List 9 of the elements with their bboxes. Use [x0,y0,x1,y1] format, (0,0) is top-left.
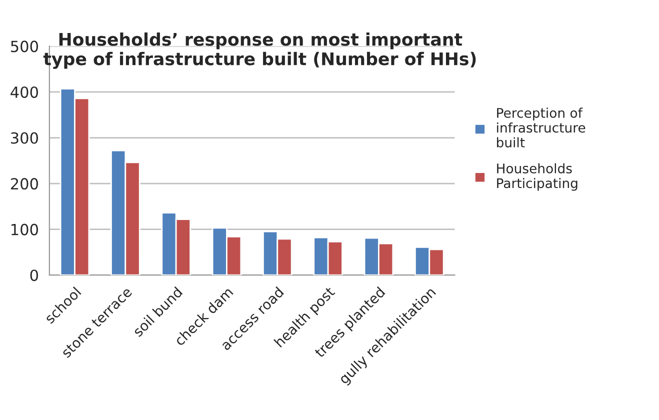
legend-label: Perception of infrastructure built [497,108,586,148]
y-tick-label: 500 [11,40,38,52]
y-tick-label: 300 [11,132,38,144]
chart-title: Households’ response on most important type of infrastructure built (Number of HHs) [43,32,476,69]
y-tick-label: 100 [12,224,38,236]
legend-label: Households Participating [497,163,578,191]
y-tick-label: 400 [10,86,38,98]
y-tick-label: 0 [30,270,38,282]
y-tick-label: 200 [10,178,38,190]
